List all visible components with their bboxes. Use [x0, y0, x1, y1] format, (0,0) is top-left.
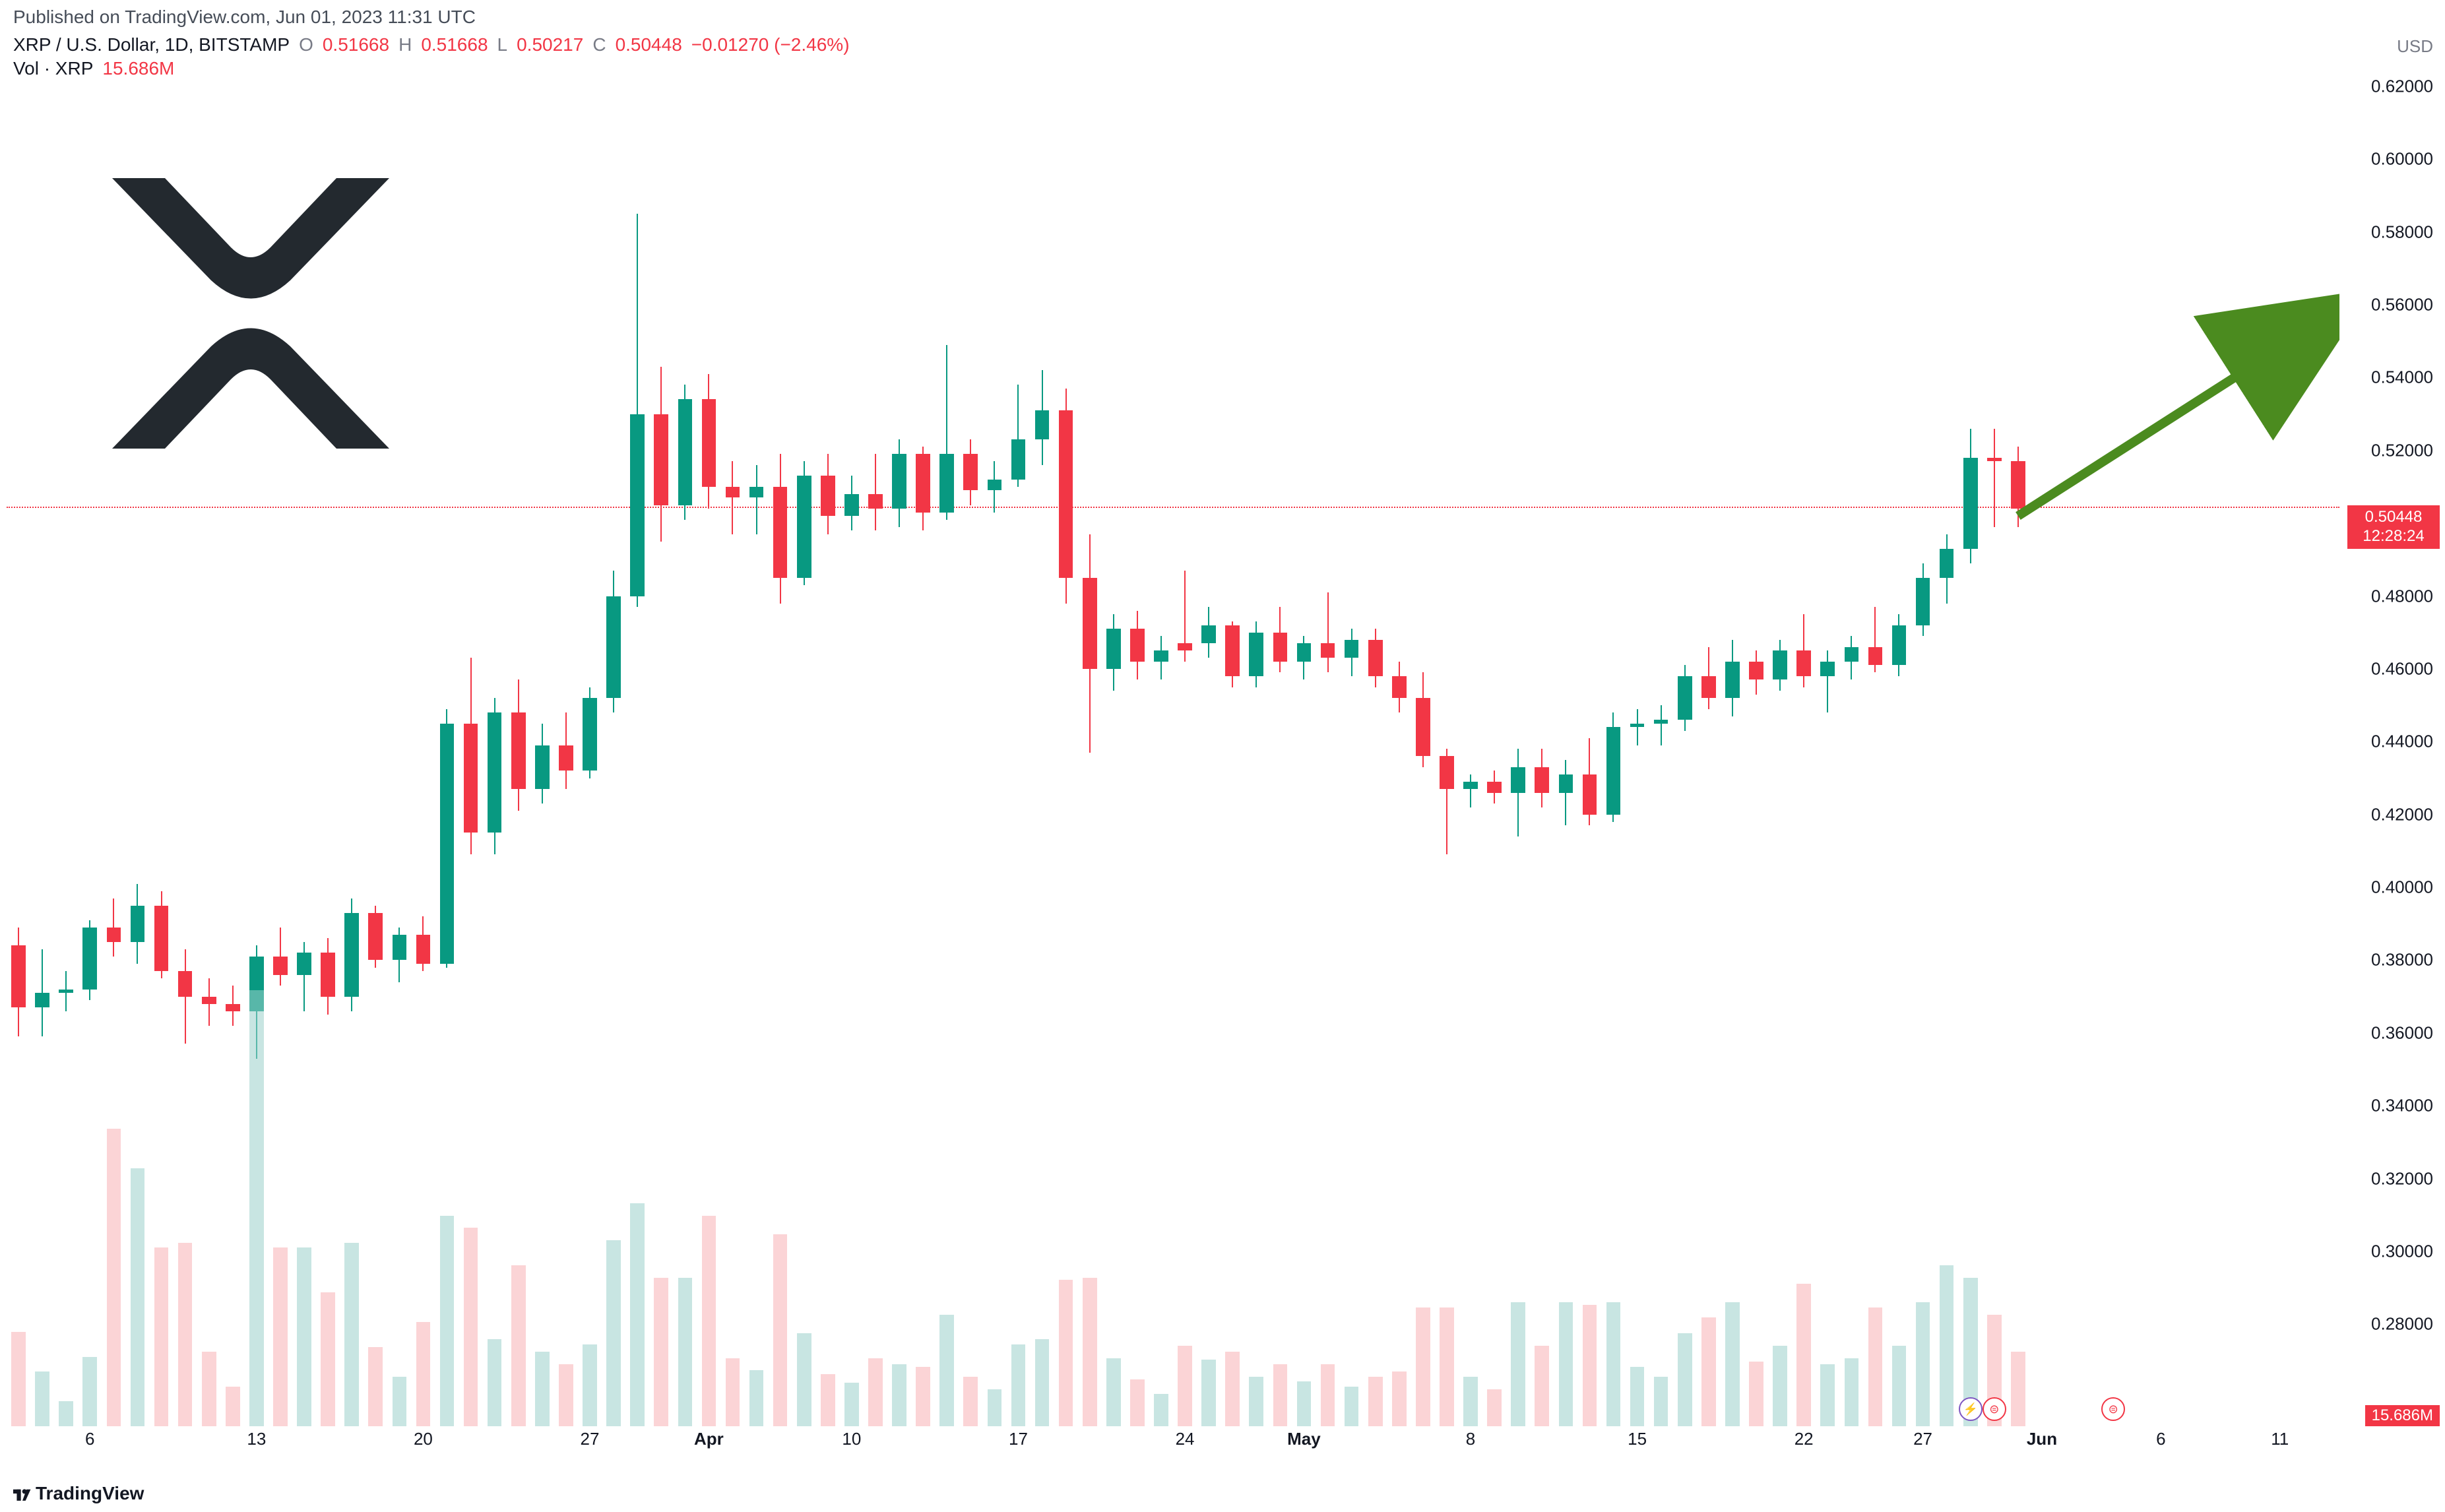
tradingview-footer: TradingView [13, 1483, 144, 1504]
x-tick: Apr [694, 1429, 724, 1449]
xrp-logo-icon [86, 172, 416, 458]
footer-label: TradingView [36, 1483, 144, 1504]
y-tick: 0.42000 [2371, 804, 2433, 825]
x-tick: 13 [247, 1429, 266, 1449]
tradingview-logo-icon [13, 1484, 32, 1503]
y-tick: 0.44000 [2371, 732, 2433, 752]
y-tick: 0.48000 [2371, 586, 2433, 606]
x-tick: 6 [2156, 1429, 2165, 1449]
x-tick: 27 [581, 1429, 600, 1449]
current-price-tag: 0.5044812:28:24 [2347, 505, 2440, 549]
y-tick: 0.38000 [2371, 950, 2433, 970]
x-tick: 10 [842, 1429, 861, 1449]
y-tick: 0.34000 [2371, 1096, 2433, 1116]
y-tick: 0.32000 [2371, 1168, 2433, 1189]
x-tick: 27 [1913, 1429, 1932, 1449]
y-tick: 0.62000 [2371, 76, 2433, 96]
y-tick: 0.56000 [2371, 294, 2433, 315]
x-tick: 15 [1628, 1429, 1647, 1449]
x-tick: 6 [85, 1429, 94, 1449]
y-tick: 0.58000 [2371, 222, 2433, 242]
y-tick: 0.28000 [2371, 1314, 2433, 1335]
y-tick: 0.52000 [2371, 440, 2433, 460]
event-icon[interactable]: ⊜ [1983, 1397, 2006, 1421]
x-tick: 8 [1466, 1429, 1475, 1449]
x-tick: Jun [2027, 1429, 2057, 1449]
y-tick: 0.54000 [2371, 367, 2433, 388]
x-tick: 22 [1794, 1429, 1814, 1449]
price-y-axis[interactable]: 0.62000 0.60000 0.58000 0.56000 0.54000 0.520… [2339, 32, 2445, 1426]
time-x-axis[interactable]: 6 13 20 27 Apr 10 17 24 May 8 15 22 27 Jun 6 11 [7, 1429, 2339, 1455]
x-tick: 20 [414, 1429, 433, 1449]
y-tick: 0.60000 [2371, 149, 2433, 170]
x-tick: 17 [1009, 1429, 1028, 1449]
x-tick: 24 [1176, 1429, 1195, 1449]
y-tick: 0.36000 [2371, 1023, 2433, 1043]
publish-header: Published on TradingView.com, Jun 01, 20… [13, 7, 476, 28]
y-tick: 0.40000 [2371, 877, 2433, 898]
event-icon[interactable]: ⊜ [2101, 1397, 2125, 1421]
y-tick: 0.46000 [2371, 658, 2433, 679]
y-tick: 0.30000 [2371, 1242, 2433, 1262]
x-tick: 11 [2271, 1429, 2289, 1449]
event-icon[interactable]: ⚡ [1959, 1397, 1983, 1421]
volume-tag: 15.686M [2365, 1405, 2440, 1426]
x-tick: May [1287, 1429, 1321, 1449]
